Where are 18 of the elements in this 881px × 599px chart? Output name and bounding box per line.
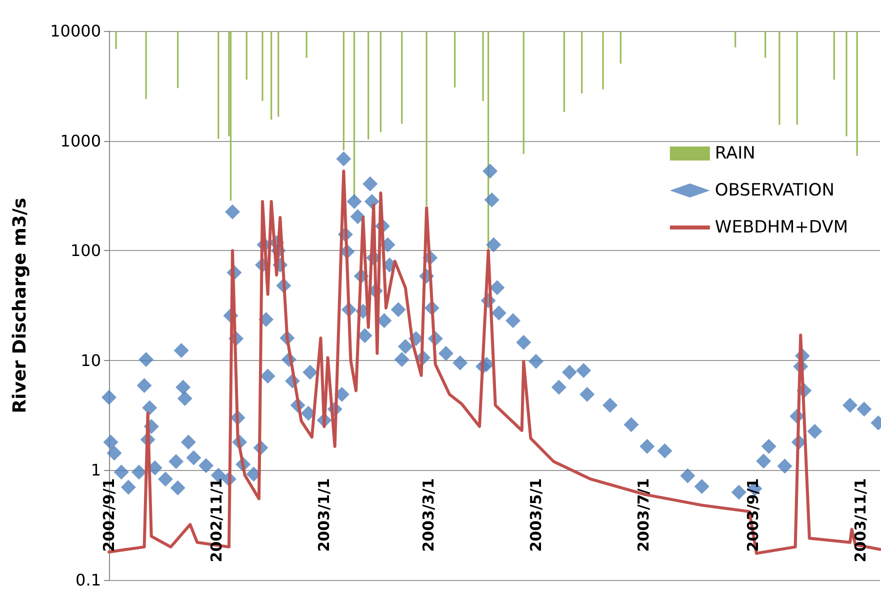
y-tick-label: 100 (70, 241, 101, 260)
legend-label: RAIN (714, 144, 756, 164)
legend-label: OBSERVATION (714, 180, 834, 200)
x-tick-label: 2003/7/1 (634, 478, 653, 552)
x-tick-label: 2003/9/1 (744, 478, 762, 552)
x-tick-label: 2003/5/1 (526, 478, 545, 552)
y-axis-title: River Discharge m3/s (10, 198, 30, 414)
x-tick-label: 2003/1/1 (315, 478, 334, 552)
y-tick-label: 1000 (60, 131, 101, 150)
x-tick-label: 2002/9/1 (100, 478, 118, 552)
x-tick-label: 2002/11/1 (208, 478, 226, 562)
y-tick-label: 10000 (50, 22, 101, 40)
y-tick-label: 0.1 (76, 570, 101, 590)
x-tick-label: 2003/11/1 (852, 478, 870, 562)
y-tick-label: 1 (90, 460, 101, 480)
x-tick-label: 2003/3/1 (419, 478, 438, 552)
y-tick-label: 10 (80, 350, 101, 370)
legend-label: WEBDHM+DVM (714, 218, 848, 238)
